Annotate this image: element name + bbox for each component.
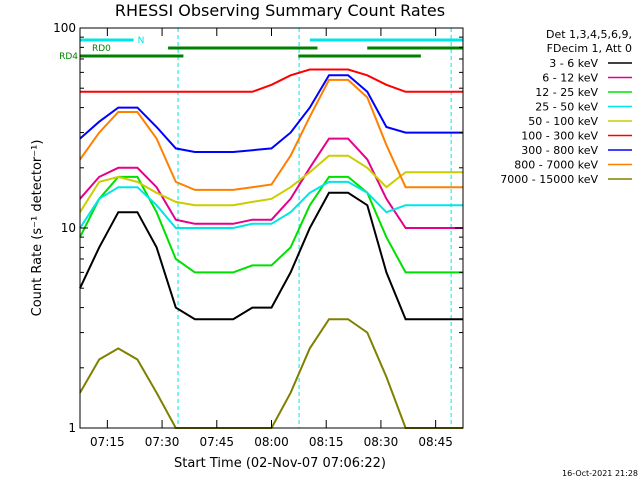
series-line-3: [79, 180, 463, 229]
series-line-0: [79, 191, 463, 321]
legend-entry-label-3: 25 - 50 keV: [535, 101, 598, 114]
y-tick-label-0: 1: [68, 421, 76, 435]
series-line-1: [79, 137, 463, 229]
series-line-8: [79, 318, 463, 429]
legend-entry-label-0: 3 - 6 keV: [549, 57, 598, 70]
x-tick-label-3: 08:00: [254, 435, 289, 449]
series-line-5: [80, 68, 463, 93]
y-tick-label-1: 10: [61, 221, 76, 235]
x-axis-label: Start Time (02-Nov-07 07:06:22): [174, 456, 386, 471]
x-tick-label-4: 08:15: [309, 435, 344, 449]
generation-timestamp: 16-Oct-2021 21:28: [562, 469, 638, 478]
y-axis-label: Count Rate (s⁻¹ detector⁻¹): [30, 140, 45, 317]
legend-entry-label-4: 50 - 100 keV: [528, 115, 598, 128]
chart-title: RHESSI Observing Summary Count Rates: [115, 1, 445, 20]
x-tick-label-2: 07:45: [199, 435, 234, 449]
flag-label-rd0: RD0: [92, 44, 111, 54]
legend-entry-label-6: 300 - 800 keV: [521, 144, 598, 157]
legend-entry-label-2: 12 - 25 keV: [535, 86, 598, 99]
x-tick-label-6: 08:45: [418, 435, 453, 449]
legend-entry-label-5: 100 - 300 keV: [521, 130, 598, 143]
axes: 07:15 07:30 07:45 08:00 08:15 08:30 08:45 1 10 10…: [53, 21, 463, 449]
series-line-2: [79, 175, 463, 274]
legend-entry-label-8: 7000 - 15000 keV: [500, 173, 598, 186]
flag-label-rd4: RD4: [59, 52, 78, 62]
x-tick-label-5: 08:30: [364, 435, 399, 449]
plot-area: N RD0 RD4: [59, 28, 463, 429]
series-line-7: [79, 78, 463, 191]
legend-entry-label-7: 800 - 7000 keV: [514, 159, 598, 172]
series-line-6: [79, 74, 463, 153]
x-tick-label-1: 07:30: [145, 435, 180, 449]
series-line-4: [79, 154, 463, 213]
legend-info-line-1: FDecim 1, Att 0: [547, 42, 632, 55]
x-tick-label-0: 07:15: [90, 435, 125, 449]
legend-info-line-0: Det 1,3,4,5,6,9,: [546, 28, 632, 41]
y-tick-label-2: 100: [53, 21, 76, 35]
flag-label-n: N: [138, 36, 145, 46]
legend-entry-label-1: 6 - 12 keV: [542, 72, 598, 85]
legend: Det 1,3,4,5,6,9,FDecim 1, Att 0 3 - 6 keV…: [500, 28, 632, 186]
